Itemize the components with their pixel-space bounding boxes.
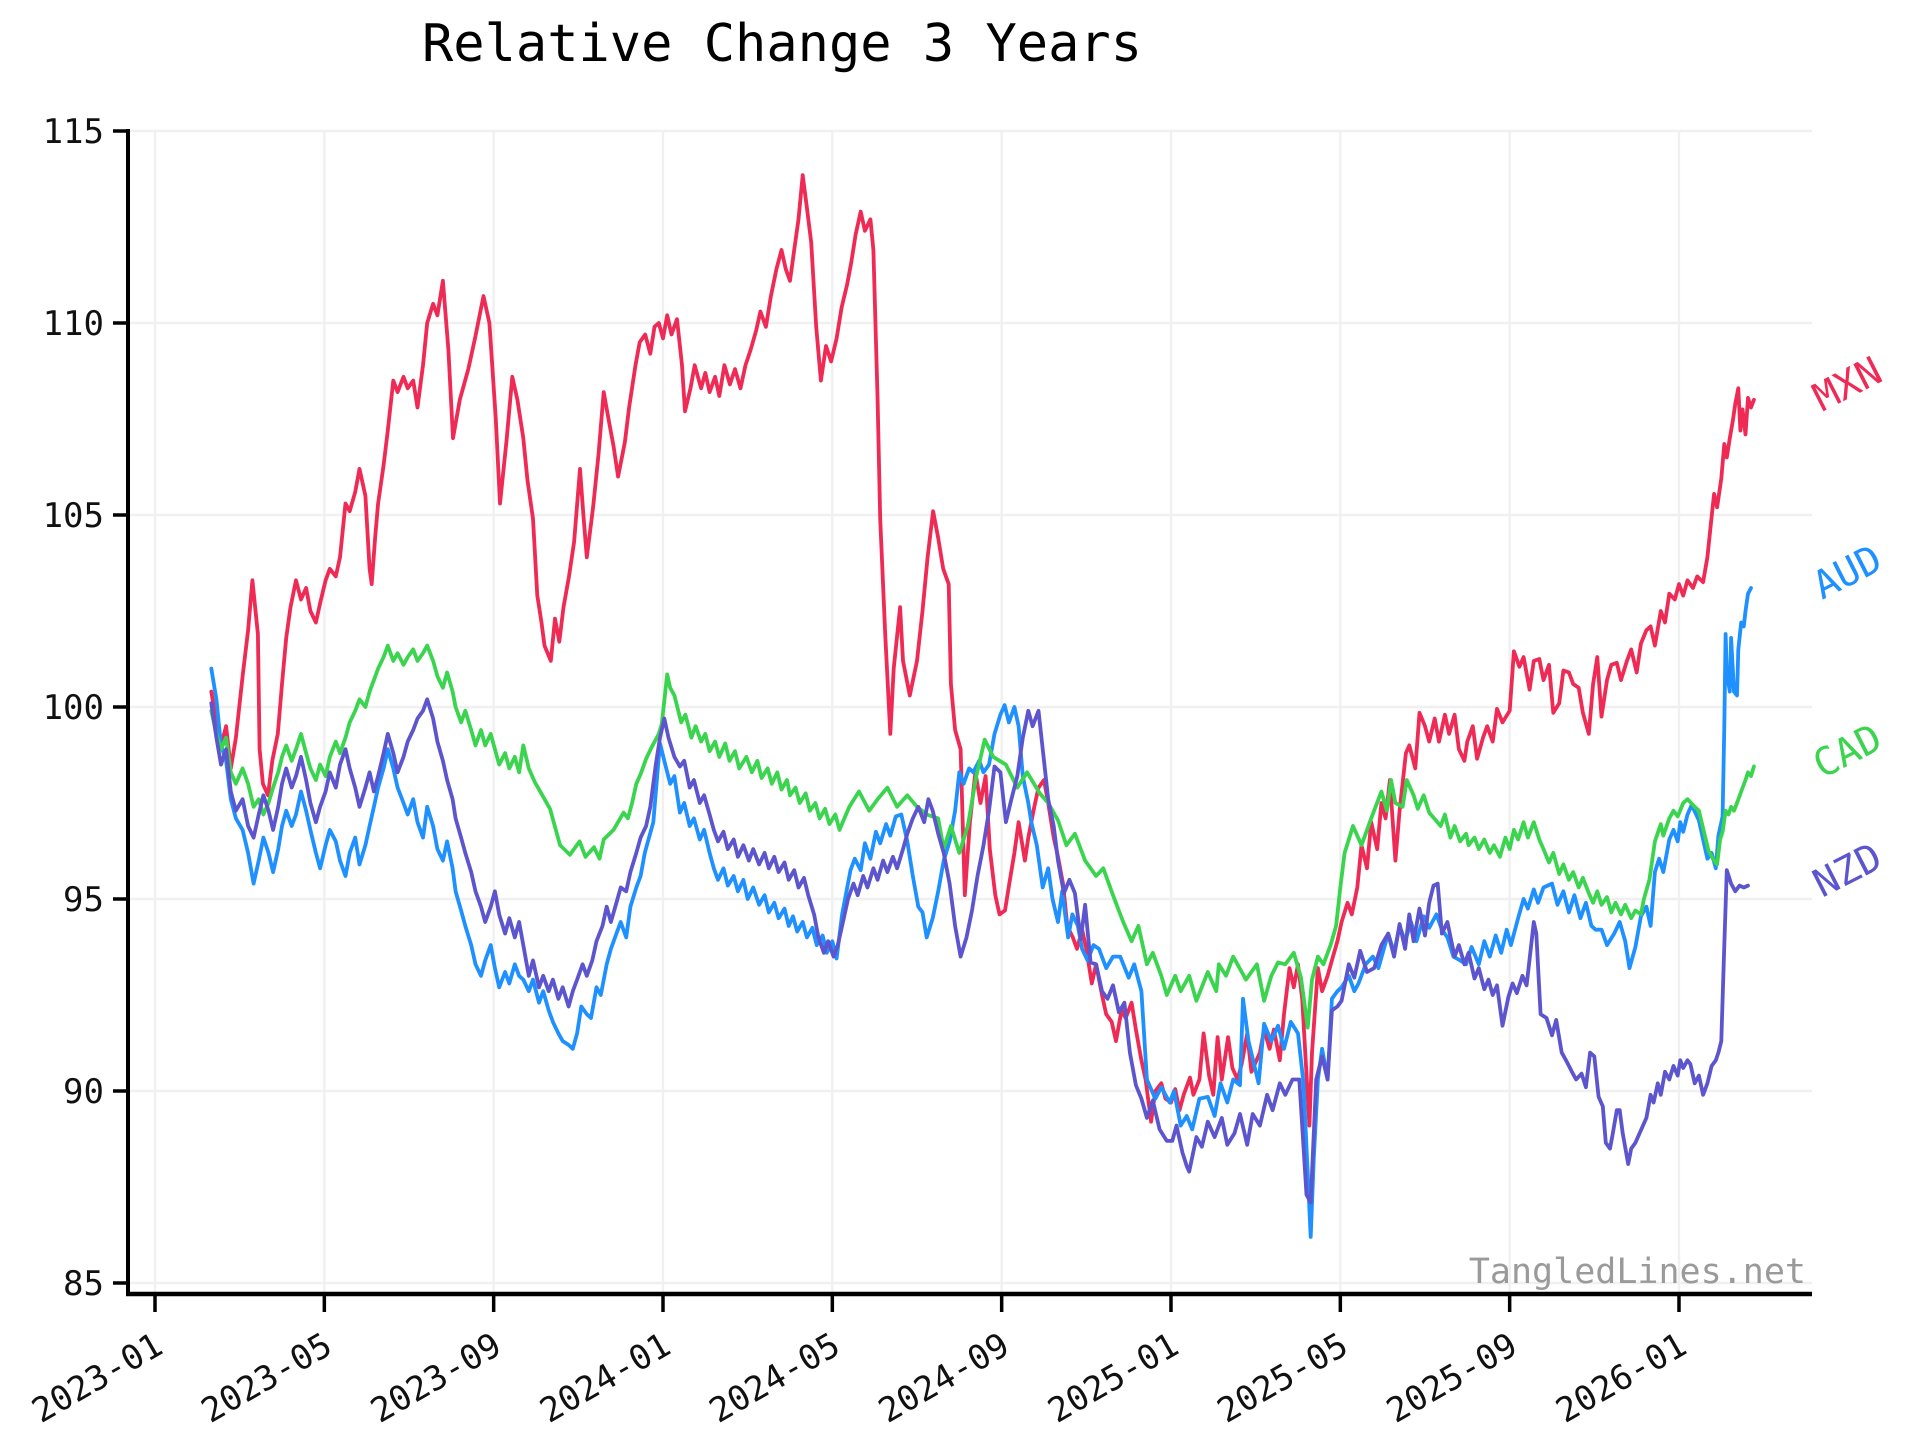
series-label-NZD: NZD	[1806, 835, 1889, 907]
axis-tick-marks	[113, 129, 1681, 1312]
watermark-text: TangledLines.net	[1469, 1252, 1806, 1292]
x-tick-label: 2026-01	[1549, 1325, 1693, 1431]
series-end-labels: MXN AUD CAD NZD	[1806, 349, 1889, 907]
y-tick-label: 115	[43, 112, 104, 152]
x-tick-label: 2025-05	[1211, 1325, 1355, 1431]
axes-spines	[126, 129, 1812, 1297]
series-label-AUD: AUD	[1806, 537, 1889, 609]
x-tick-label: 2023-05	[195, 1325, 339, 1431]
series-line-CAD	[209, 643, 1756, 1030]
series-line-AUD	[209, 586, 1753, 1239]
x-tick-labels: 2023-01 2023-05 2023-09 2024-01 2024-05 2024-…	[25, 1325, 1693, 1431]
y-tick-label: 110	[43, 304, 104, 344]
x-tick-label: 2023-01	[25, 1325, 169, 1431]
series-line-MXN	[209, 173, 1756, 1128]
y-tick-label: 100	[43, 688, 104, 728]
series-label-CAD: CAD	[1806, 716, 1889, 788]
x-tick-label: 2024-09	[872, 1325, 1016, 1431]
x-tick-label: 2025-01	[1041, 1325, 1185, 1431]
chart-title: Relative Change 3 Years	[421, 14, 1143, 74]
x-tick-label: 2025-09	[1380, 1325, 1524, 1431]
y-tick-labels: 85 90 95 100 105 110 115	[43, 112, 104, 1304]
y-tick-label: 90	[63, 1072, 104, 1112]
series-lines	[209, 173, 1756, 1239]
y-tick-label: 95	[63, 880, 104, 920]
x-tick-label: 2023-09	[364, 1325, 508, 1431]
y-tick-label: 105	[43, 496, 104, 536]
series-line-NZD	[209, 697, 1750, 1205]
gridlines	[128, 129, 1812, 1296]
y-tick-label: 85	[63, 1264, 104, 1304]
x-tick-label: 2024-05	[703, 1325, 847, 1431]
series-label-MXN: MXN	[1806, 349, 1889, 421]
x-tick-label: 2024-01	[533, 1325, 677, 1431]
